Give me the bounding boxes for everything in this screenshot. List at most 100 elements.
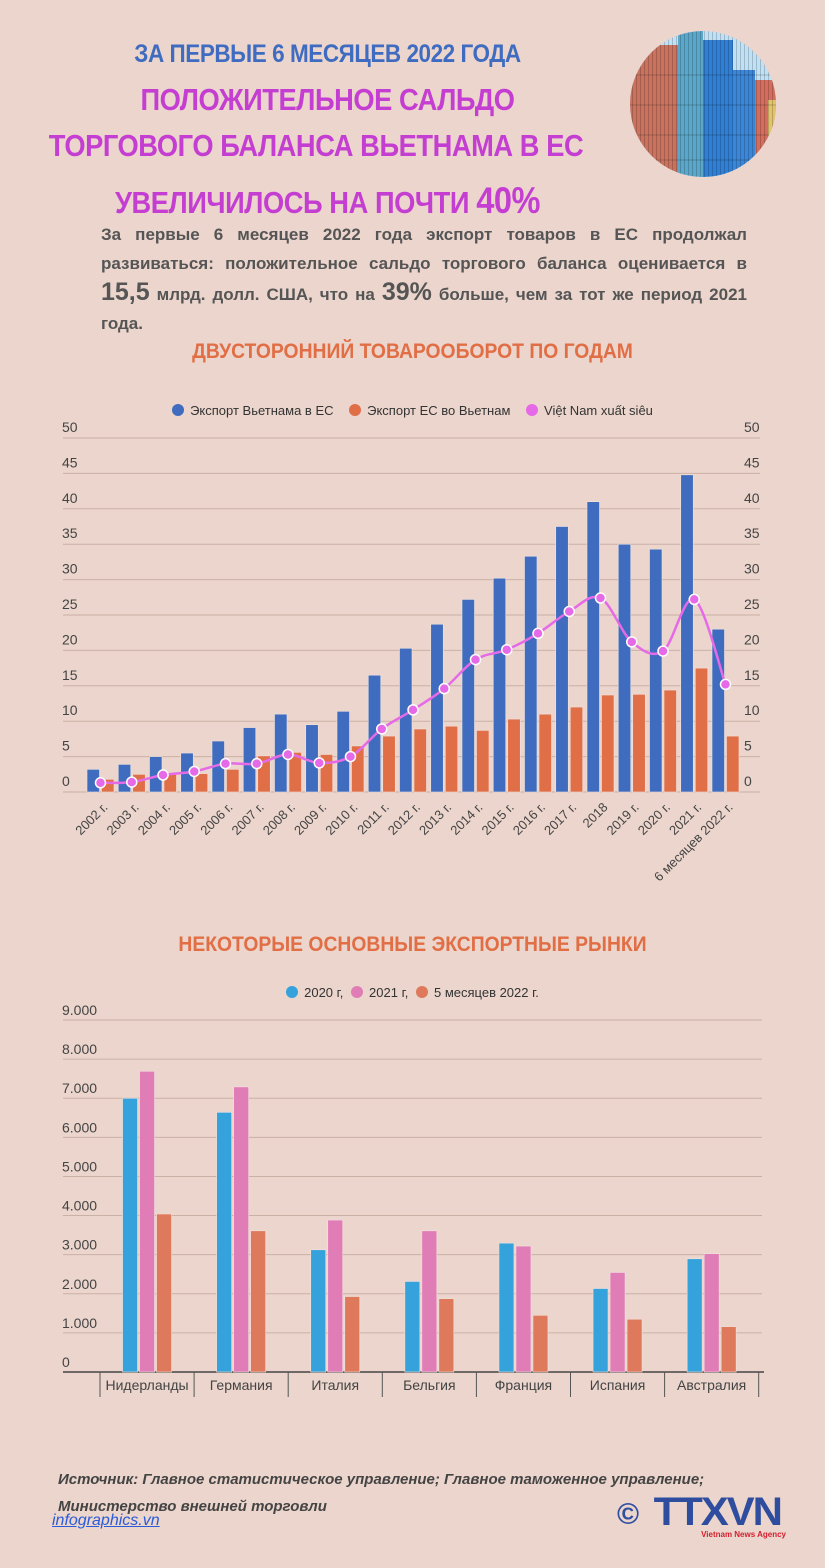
title-line-2: ТОРГОВОГО БАЛАНСА ВЬЕТНАМА В ЕС bbox=[48, 128, 584, 163]
bar-2022 bbox=[344, 1296, 361, 1373]
y-tick-left: 5 bbox=[62, 738, 70, 754]
x-tick-label: 2003 г. bbox=[103, 800, 141, 838]
x-tick-label: 2016 г. bbox=[510, 800, 548, 838]
bar-2022 bbox=[156, 1213, 172, 1373]
bar-2022 bbox=[438, 1298, 455, 1373]
y-tick-left: 45 bbox=[62, 454, 78, 470]
surplus-point bbox=[344, 750, 357, 763]
intro-text-2: млрд. долл. США, что на bbox=[149, 285, 382, 304]
infographics-link[interactable]: infographics.vn bbox=[52, 1512, 160, 1529]
legend-item-vn-export: Экспорт Вьетнама в ЕС bbox=[172, 403, 334, 418]
legend-dot bbox=[526, 404, 539, 416]
surplus-point bbox=[407, 704, 419, 716]
x-tick-label: 2013 г. bbox=[416, 800, 454, 838]
surplus-point bbox=[501, 643, 513, 656]
x-tick-label: Испания bbox=[590, 1377, 646, 1393]
y-tick-right: 0 bbox=[744, 773, 752, 789]
legend-item-2022: 5 месяцев 2022 г. bbox=[415, 985, 539, 1000]
bar-eu-export bbox=[476, 730, 490, 793]
title-line-3: УВЕЛИЧИЛОСЬ НА ПОЧТИ 40% bbox=[39, 180, 615, 222]
y-tick: 1.000 bbox=[62, 1315, 97, 1331]
x-tick-label: 2008 г. bbox=[260, 800, 298, 838]
bar-eu-export bbox=[601, 694, 615, 793]
bar-eu-export bbox=[382, 735, 396, 793]
x-tick-label: 2004 г. bbox=[135, 800, 173, 838]
y-tick-left: 30 bbox=[62, 561, 78, 577]
chart2-plot: 0 1.000 2.000 3.000 4.000 5.000 6.000 7.000 8.00… bbox=[62, 1002, 764, 1397]
x-tick-label: Италия bbox=[311, 1377, 359, 1393]
intro-balance-value: 15,5 bbox=[101, 278, 150, 306]
bar-eu-export bbox=[194, 773, 209, 793]
x-tick-label: 2009 г. bbox=[291, 800, 329, 838]
bar-vn-export bbox=[399, 647, 413, 793]
chart2-legend: 2020 г, 2021 г, 5 месяцев 2022 г. bbox=[0, 985, 825, 1000]
y-tick: 3.000 bbox=[62, 1237, 97, 1253]
bar-eu-export bbox=[632, 693, 646, 793]
y-tick: 0 bbox=[62, 1354, 70, 1370]
y-tick-left: 40 bbox=[62, 490, 78, 506]
source-line-2: Министерство внешней торговли bbox=[58, 1498, 327, 1515]
bar-eu-export bbox=[288, 752, 302, 793]
y-tick-right: 20 bbox=[744, 631, 760, 647]
bar-2022 bbox=[532, 1314, 549, 1373]
y-tick: 9.000 bbox=[62, 1002, 97, 1018]
x-tick-label: 2002 г. bbox=[72, 800, 110, 838]
x-tick-label: 2010 г. bbox=[322, 800, 360, 838]
bar-2022 bbox=[720, 1326, 737, 1373]
logo-text: TTXVN bbox=[653, 1490, 783, 1534]
legend-dot bbox=[415, 986, 428, 998]
bar-2020 bbox=[216, 1112, 232, 1373]
supertitle: ЗА ПЕРВЫЕ 6 МЕСЯЦЕВ 2022 ГОДА bbox=[134, 40, 521, 68]
surplus-point bbox=[282, 748, 294, 761]
x-tick-label: 2006 г. bbox=[197, 800, 235, 838]
chart1-legend: Экспорт Вьетнама в ЕС Экспорт ЕС во Вьет… bbox=[0, 403, 825, 418]
legend-item-eu-export: Экспорт ЕС во Вьетнам bbox=[349, 403, 510, 418]
bar-vn-export bbox=[711, 628, 725, 793]
x-tick-label: 2019 г. bbox=[603, 800, 641, 838]
legend-label: Экспорт Вьетнама в ЕС bbox=[190, 403, 334, 418]
surplus-point bbox=[188, 765, 200, 778]
y-tick: 2.000 bbox=[62, 1276, 97, 1292]
bar-vn-export bbox=[524, 555, 538, 793]
surplus-point bbox=[563, 605, 575, 618]
surplus-point bbox=[438, 682, 450, 695]
y-tick: 8.000 bbox=[62, 1041, 97, 1057]
legend-dot bbox=[349, 404, 362, 416]
x-tick-label: 2012 г. bbox=[385, 800, 423, 838]
surplus-point bbox=[719, 678, 732, 691]
bar-eu-export bbox=[444, 725, 459, 793]
surplus-point bbox=[532, 627, 544, 640]
y-tick: 4.000 bbox=[62, 1198, 97, 1214]
surplus-point bbox=[94, 777, 107, 789]
bar-2020 bbox=[498, 1242, 515, 1373]
y-tick: 6.000 bbox=[62, 1119, 97, 1135]
x-tick-label: Бельгия bbox=[403, 1377, 455, 1393]
bar-2020 bbox=[686, 1258, 703, 1373]
x-tick-label: Австралия bbox=[677, 1377, 746, 1393]
y-tick-right: 50 bbox=[744, 420, 760, 435]
surplus-point bbox=[376, 723, 388, 735]
bar-vn-export bbox=[649, 548, 663, 793]
legend-label: Việt Nam xuất siêu bbox=[544, 403, 653, 418]
title-highlight: 40% bbox=[476, 180, 541, 221]
surplus-point bbox=[251, 757, 263, 770]
surplus-point bbox=[688, 593, 700, 606]
y-tick-left: 50 bbox=[62, 420, 78, 435]
bar-2021 bbox=[327, 1219, 344, 1373]
x-tick-label: 2005 г. bbox=[166, 800, 204, 838]
x-tick-label: 2015 г. bbox=[478, 800, 516, 838]
bar-2020 bbox=[404, 1281, 421, 1373]
legend-label: 2021 г, bbox=[369, 985, 409, 1000]
bar-2020 bbox=[592, 1288, 609, 1373]
bar-vn-export bbox=[555, 526, 569, 793]
surplus-point bbox=[219, 757, 232, 770]
bar-vn-export bbox=[461, 599, 475, 793]
bar-eu-export bbox=[694, 667, 709, 793]
intro-paragraph: За первые 6 месяцев 2022 года экспорт то… bbox=[101, 220, 747, 338]
x-tick-label: Германия bbox=[210, 1377, 273, 1393]
y-tick-left: 20 bbox=[62, 631, 78, 647]
legend-dot bbox=[286, 986, 299, 998]
bar-2021 bbox=[703, 1253, 720, 1373]
bar-eu-export bbox=[538, 713, 552, 793]
surplus-point bbox=[126, 776, 138, 788]
